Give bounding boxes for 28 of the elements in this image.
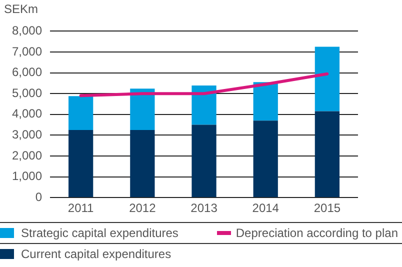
x-tick-label: 2013 [190,201,218,216]
x-tick-label: 2011 [68,201,94,216]
bar [68,96,94,130]
legend-label: Current capital expenditures [21,247,172,261]
bar [314,111,340,198]
y-tick-label: 8,000 [12,24,42,38]
y-tick-label: 7,000 [12,44,42,58]
bar [192,124,216,198]
bar [130,130,155,198]
y-tick-label: 4,000 [12,106,42,121]
legend-label: Strategic capital expenditures [21,226,178,240]
bar [314,46,340,112]
bar [253,120,278,198]
y-tick-label: 2,000 [12,148,42,162]
y-tick-label: 3,000 [12,128,42,142]
y-tick-label: 5,000 [12,86,42,100]
bar [130,88,155,130]
y-axis-title: SEKm [4,2,38,16]
x-tick-label: 2015 [314,201,341,216]
y-tick-label: 6,000 [12,65,42,80]
bar [192,85,216,125]
bar [253,82,278,121]
bar [68,130,94,198]
x-tick-label: 2014 [252,201,280,216]
y-tick-label: 1,000 [12,169,42,184]
y-tick-label: 0 [35,190,42,204]
legend-label: Depreciation according to plan [236,226,398,240]
x-tick-label: 2012 [129,201,156,216]
